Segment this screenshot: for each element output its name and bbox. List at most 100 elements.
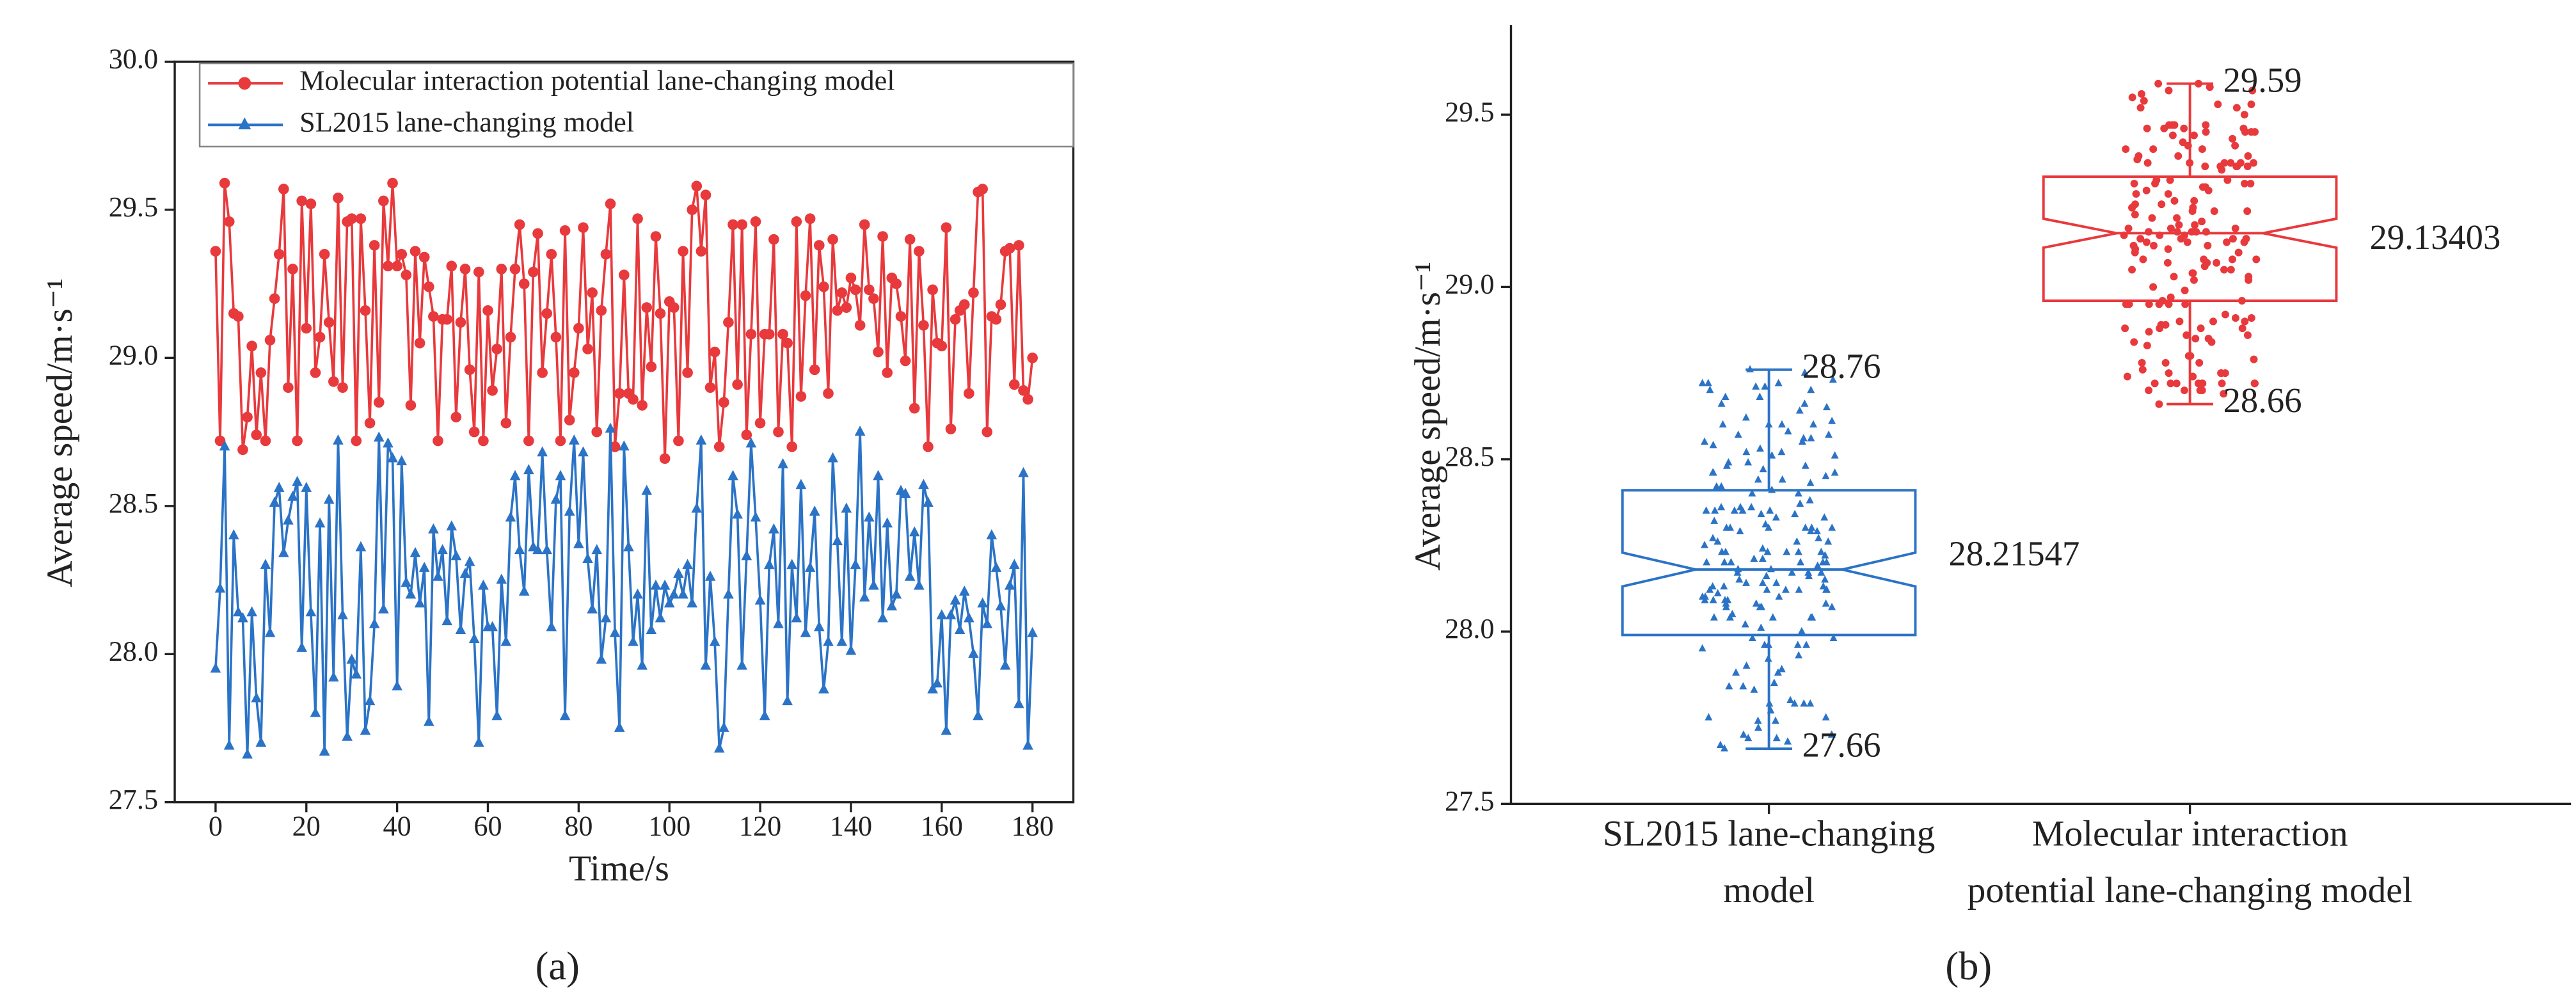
marker [1742, 661, 1751, 669]
marker [2145, 328, 2153, 336]
marker [1831, 468, 1839, 476]
marker [2239, 124, 2248, 132]
marker [532, 228, 543, 239]
marker [2181, 286, 2189, 294]
marker [1775, 592, 1783, 600]
marker [568, 367, 580, 378]
x-tick-label: Molecular interaction [2032, 813, 2348, 854]
marker [754, 417, 766, 429]
marker [859, 219, 870, 230]
marker [428, 523, 439, 534]
marker [1730, 506, 1738, 514]
marker [641, 302, 653, 313]
marker [418, 562, 430, 572]
marker [1719, 420, 1727, 428]
marker [459, 264, 471, 274]
marker [678, 588, 688, 599]
marker [2180, 124, 2188, 132]
marker [1736, 527, 1744, 535]
marker [2136, 235, 2145, 243]
marker [700, 659, 712, 670]
marker [918, 479, 929, 489]
marker [818, 683, 829, 694]
marker [1744, 457, 1753, 466]
marker [932, 677, 943, 688]
marker [1710, 613, 1718, 621]
marker [2133, 155, 2142, 164]
marker [687, 597, 698, 608]
marker [768, 234, 779, 245]
marker [532, 544, 543, 555]
marker [727, 470, 738, 481]
marker [301, 322, 312, 334]
marker [2190, 131, 2198, 139]
marker [446, 260, 457, 272]
marker [2245, 276, 2253, 284]
marker [1713, 537, 1722, 545]
marker [600, 248, 612, 260]
marker [2250, 355, 2258, 363]
marker [1806, 479, 1815, 486]
marker [954, 624, 966, 635]
marker [1018, 385, 1029, 396]
marker [1734, 430, 1742, 438]
marker [2124, 224, 2133, 232]
marker [1797, 558, 1804, 566]
marker [2156, 324, 2164, 333]
marker [2138, 358, 2146, 367]
marker [2252, 255, 2261, 264]
marker [260, 559, 271, 569]
marker [2143, 342, 2151, 350]
marker [877, 612, 888, 623]
marker [827, 234, 838, 245]
marker [1766, 506, 1774, 514]
marker [541, 544, 553, 555]
marker [2229, 235, 2237, 243]
marker [904, 234, 916, 245]
marker [2163, 258, 2172, 267]
marker [301, 482, 312, 492]
caption: (b) [1945, 944, 1992, 989]
marker [1795, 406, 1804, 414]
legend-label: Molecular interaction potential lane-cha… [299, 65, 894, 96]
marker [1804, 568, 1813, 576]
marker [2121, 324, 2129, 333]
marker [260, 435, 271, 447]
marker [323, 493, 335, 504]
marker [246, 340, 257, 352]
marker [1828, 603, 1836, 610]
marker [2238, 324, 2246, 333]
marker [873, 470, 884, 481]
marker [745, 328, 757, 340]
marker [505, 331, 516, 343]
marker [1721, 744, 1729, 752]
marker [1750, 554, 1758, 562]
marker [423, 281, 434, 292]
marker [2136, 104, 2145, 112]
marker [1771, 716, 1779, 724]
marker [1761, 520, 1770, 528]
marker [1742, 447, 1751, 456]
marker [433, 435, 443, 447]
marker [1824, 537, 1833, 545]
marker [650, 579, 662, 590]
marker [777, 328, 788, 340]
marker [1806, 699, 1815, 707]
marker [2148, 214, 2156, 222]
marker [900, 355, 911, 367]
marker [387, 177, 398, 189]
marker [990, 314, 1002, 325]
marker [228, 529, 239, 539]
marker [691, 502, 703, 513]
marker [392, 260, 402, 272]
marker [977, 597, 988, 608]
marker [2158, 200, 2166, 209]
marker [1018, 466, 1029, 477]
marker [264, 626, 276, 637]
marker [2246, 179, 2255, 187]
marker [1706, 385, 1714, 394]
marker [546, 248, 557, 260]
marker [986, 529, 998, 539]
marker [2180, 386, 2188, 395]
marker [655, 612, 666, 623]
